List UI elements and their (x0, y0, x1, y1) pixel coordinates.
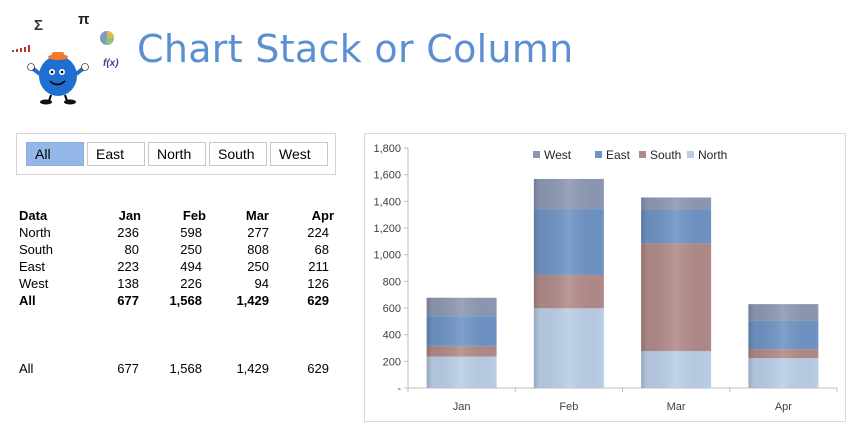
legend-label-west: West (544, 148, 572, 162)
filter-north-button[interactable]: North (148, 142, 206, 166)
bar-shading (427, 357, 497, 388)
summary-cell: All (19, 360, 33, 377)
filter-east-button[interactable]: East (87, 142, 145, 166)
table-cell: 277 (209, 224, 269, 241)
legend-swatch-east (595, 151, 602, 158)
legend-swatch-west (533, 151, 540, 158)
x-tick-label: Jan (453, 401, 471, 413)
table-header-cell: Apr (274, 207, 334, 224)
signal-bars-icon (12, 45, 30, 52)
table-cell: 224 (269, 224, 329, 241)
table-cell: East (19, 258, 45, 275)
bar-shading (427, 346, 497, 357)
legend-swatch-north (687, 151, 694, 158)
page-title: Chart Stack or Column (137, 27, 574, 71)
table-cell: 236 (79, 224, 139, 241)
selection-summary-row: All 677 1,568 1,429 629 (19, 360, 359, 377)
table-cell: All (19, 292, 36, 309)
mr-men-logo: Σ π f(x) (8, 8, 128, 108)
table-cell: 126 (269, 275, 329, 292)
bar-shading (641, 197, 711, 210)
table-cell: 677 (79, 292, 139, 309)
table-cell: 68 (269, 241, 329, 258)
y-tick-label: 1,600 (373, 170, 401, 182)
y-tick-label: 1,400 (373, 196, 401, 208)
table-cell: North (19, 224, 51, 241)
filter-button-group: All East North South West (16, 133, 336, 175)
table-cell: 94 (209, 275, 269, 292)
y-tick-label: 600 (383, 303, 401, 315)
legend-label-south: South (650, 148, 681, 162)
x-tick-label: Apr (775, 401, 792, 413)
table-header-cell: Data (19, 207, 47, 224)
summary-cell: 677 (79, 360, 139, 377)
bar-shading (534, 179, 604, 209)
table-cell: 808 (209, 241, 269, 258)
bar-shading (427, 316, 497, 346)
table-cell: 250 (142, 241, 202, 258)
y-tick-label: 800 (383, 276, 401, 288)
table-cell: 629 (269, 292, 329, 309)
summary-cell: 629 (269, 360, 329, 377)
y-tick-label: 1,200 (373, 223, 401, 235)
bar-shading (534, 308, 604, 388)
table-cell: 494 (142, 258, 202, 275)
bar-shading (641, 351, 711, 388)
table-cell: 138 (79, 275, 139, 292)
table-cell: 223 (79, 258, 139, 275)
x-tick-label: Mar (667, 401, 686, 413)
table-header-cell: Jan (81, 207, 141, 224)
y-tick-label: 1,800 (373, 143, 401, 155)
table-cell: 226 (142, 275, 202, 292)
filter-south-button[interactable]: South (209, 142, 267, 166)
mascot-icon (28, 52, 89, 105)
legend-swatch-south (639, 151, 646, 158)
y-tick-label: 400 (383, 330, 401, 342)
x-tick-label: Feb (559, 401, 578, 413)
fx-icon: f(x) (103, 58, 119, 69)
bar-shading (534, 209, 604, 275)
y-tick-label: 200 (383, 356, 401, 368)
table-header-cell: Feb (146, 207, 206, 224)
legend-label-east: East (606, 148, 631, 162)
summary-cell: 1,568 (142, 360, 202, 377)
bar-shading (427, 298, 497, 316)
bar-shading (748, 321, 818, 349)
filter-all-button[interactable]: All (26, 142, 84, 166)
y-tick-label: 1,000 (373, 250, 401, 262)
bar-shading (748, 358, 818, 388)
table-header-cell: Mar (209, 207, 269, 224)
y-tick-label: - (397, 383, 401, 395)
sigma-icon: Σ (34, 17, 43, 34)
filter-west-button[interactable]: West (270, 142, 328, 166)
table-cell: 1,568 (142, 292, 202, 309)
summary-cell: 1,429 (209, 360, 269, 377)
table-cell: West (19, 275, 48, 292)
legend-label-north: North (698, 148, 727, 162)
table-cell: 598 (142, 224, 202, 241)
table-cell: 250 (209, 258, 269, 275)
chart-svg: - 200 400 600 800 1,000 1,200 1,400 1,600 1,800 Ja… (365, 134, 845, 421)
table-cell: 80 (79, 241, 139, 258)
table-cell: 1,429 (209, 292, 269, 309)
bar-shading (748, 349, 818, 358)
table-cell: South (19, 241, 53, 258)
bar-shading (534, 275, 604, 308)
stacked-column-chart[interactable]: - 200 400 600 800 1,000 1,200 1,400 1,600 1,800 Ja… (364, 133, 846, 422)
bar-shading (641, 210, 711, 243)
pie-icon (100, 31, 114, 45)
bar-shading (748, 304, 818, 321)
table-cell: 211 (269, 258, 329, 275)
pi-icon: π (78, 11, 90, 28)
bar-shading (641, 243, 711, 351)
